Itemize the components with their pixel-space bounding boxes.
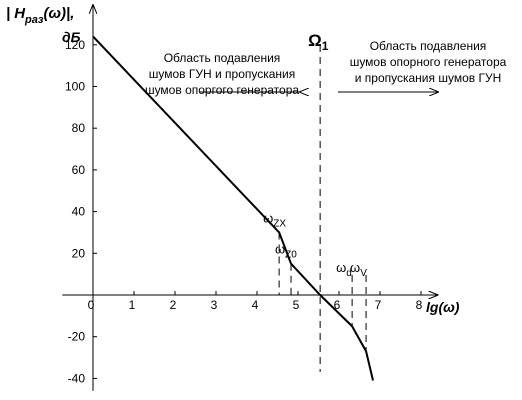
y-tick-label: 100	[65, 80, 85, 94]
x-tick-label: 5	[293, 298, 300, 312]
y-tick-label: -40	[68, 371, 86, 385]
x-tick-label: 1	[129, 298, 136, 312]
marker-symbol: ω	[263, 210, 273, 225]
x-tick-label: 6	[334, 298, 341, 312]
y-tick-label: 20	[72, 246, 86, 260]
marker-symbol: ω	[275, 242, 285, 257]
y-unit: дБ	[62, 29, 81, 45]
marker-label: ωd	[336, 260, 352, 279]
y-label-suffix: (ω)|,	[44, 5, 75, 22]
marker-label: ωZ0	[275, 242, 297, 261]
marker-symbol: ω	[336, 260, 346, 275]
x-tick-label: 3	[211, 298, 218, 312]
series-line	[92, 35, 375, 381]
y-tick-label: 60	[72, 163, 86, 177]
y-tick-label: 120	[65, 38, 85, 52]
left-annotation: шумов опоргого генератора	[145, 83, 299, 97]
marker-subscript: d	[346, 268, 352, 279]
right-annotation: Область подавления	[370, 39, 487, 53]
divider-label: Ω1	[308, 31, 329, 53]
marker-label: ωZX	[263, 210, 286, 229]
x-tick-label: 0	[88, 298, 95, 312]
x-tick-label: 4	[252, 298, 259, 312]
y-tick-label: 40	[72, 205, 86, 219]
left-annotation: Область подавления	[164, 51, 281, 65]
marker-subscript: Z0	[285, 250, 297, 261]
y-tick-label: 80	[72, 121, 86, 135]
divider-symbol: Ω	[308, 31, 322, 50]
y-label-prefix: |	[6, 5, 10, 22]
y-label-subscript: раз	[24, 14, 44, 26]
x-tick-label: 7	[375, 298, 382, 312]
marker-subscript: V	[360, 268, 367, 279]
y-label-main: H	[14, 5, 26, 22]
marker-label: ωV	[350, 260, 367, 279]
divider-subscript: 1	[322, 39, 329, 53]
x-tick-label: 8	[416, 298, 423, 312]
marker-symbol: ω	[350, 260, 360, 275]
x-tick-label: 2	[170, 298, 177, 312]
right-annotation: и пропускания шумов ГУН	[355, 71, 502, 85]
x-axis-label: lg(ω)	[426, 299, 460, 315]
y-tick-label: -20	[68, 330, 86, 344]
right-annotation: шумов опорного генератора	[350, 55, 507, 69]
marker-subscript: ZX	[273, 218, 286, 229]
left-annotation: шумов ГУН и пропускания	[149, 67, 296, 81]
y-axis-label: | Hраз(ω)|,	[6, 5, 74, 26]
